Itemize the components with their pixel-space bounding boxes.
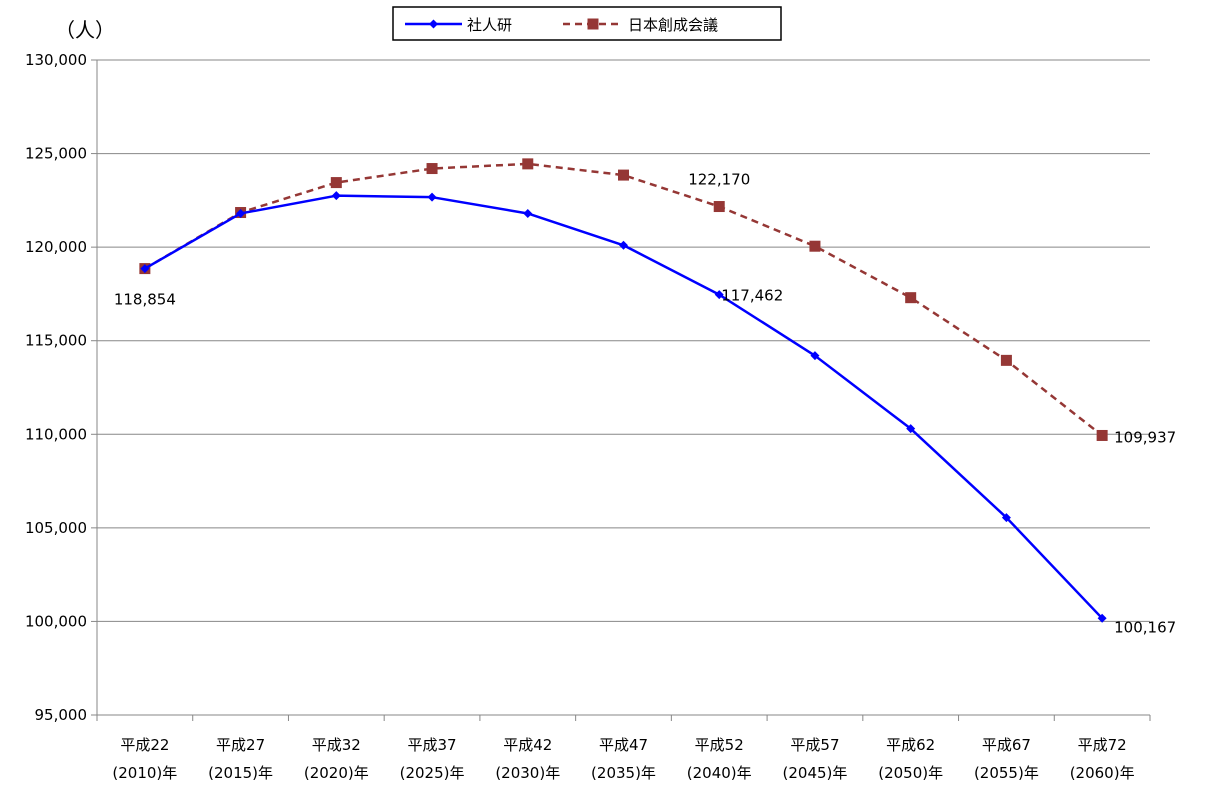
x-tick-label-year: (2040)年 — [687, 764, 752, 782]
x-tick-label-era: 平成47 — [599, 736, 648, 754]
series-lines — [139, 158, 1108, 623]
y-tick-label: 110,000 — [25, 425, 87, 443]
x-tick-label-year: (2010)年 — [112, 764, 177, 782]
marker-diamond — [810, 351, 820, 361]
marker-square — [1000, 354, 1012, 366]
marker-square — [1096, 429, 1108, 441]
x-tick-label-year: (2025)年 — [400, 764, 465, 782]
x-tick-label-era: 平成37 — [407, 736, 456, 754]
marker-diamond — [427, 192, 437, 202]
marker-square — [426, 163, 438, 175]
marker-diamond — [1097, 613, 1107, 623]
x-tick-label-year: (2055)年 — [974, 764, 1039, 782]
data-label: 122,170 — [688, 171, 750, 189]
y-axis-ticks: 95,000 100,000 105,000 110,000 115,000 120,00… — [25, 51, 97, 724]
marker-square — [713, 201, 725, 213]
marker-square — [905, 292, 917, 304]
data-labels: 118,854 117,462 122,170 109,937 100,167 — [114, 171, 1176, 637]
y-tick-label: 120,000 — [25, 238, 87, 256]
y-tick-label: 105,000 — [25, 519, 87, 537]
x-tick-label-era: 平成62 — [886, 736, 935, 754]
legend-marker-0 — [429, 19, 438, 29]
marker-square — [522, 158, 534, 170]
x-tick-label-era: 平成52 — [695, 736, 744, 754]
marker-diamond — [523, 208, 533, 218]
data-label: 118,854 — [114, 291, 176, 309]
marker-square — [330, 177, 342, 189]
axes — [96, 60, 1150, 716]
x-tick-label-era: 平成32 — [312, 736, 361, 754]
marker-diamond — [714, 290, 724, 300]
x-axis-ticks: 平成22 (2010)年 平成27 (2015)年 平成32 (2020)年 平成37 (20… — [96, 715, 1151, 782]
y-tick-label: 130,000 — [25, 51, 87, 69]
x-tick-label-era: 平成27 — [216, 736, 265, 754]
y-unit-label: （人） — [55, 18, 115, 42]
marker-diamond — [619, 240, 628, 250]
x-tick-label-era: 平成57 — [790, 736, 839, 754]
data-label: 109,937 — [1114, 428, 1176, 446]
x-tick-label-era: 平成42 — [503, 736, 552, 754]
legend-label-0: 社人研 — [467, 16, 512, 34]
marker-square — [809, 240, 821, 252]
legend-marker-1 — [587, 18, 599, 30]
x-tick-label-year: (2030)年 — [495, 764, 560, 782]
legend-label-1: 日本創成会議 — [628, 16, 718, 34]
marker-diamond — [140, 264, 150, 274]
x-tick-label-year: (2020)年 — [304, 764, 369, 782]
marker-square — [618, 169, 629, 181]
x-tick-label-era: 平成67 — [982, 736, 1031, 754]
x-tick-label-era: 平成72 — [1078, 736, 1127, 754]
marker-diamond — [1001, 513, 1011, 523]
legend: 社人研 日本創成会議 — [392, 6, 782, 41]
series-line-0 — [144, 194, 1104, 620]
x-tick-label-year: (2035)年 — [591, 764, 656, 782]
y-tick-label: 125,000 — [25, 145, 87, 163]
x-tick-label-era: 平成22 — [120, 736, 169, 754]
x-tick-label-year: (2015)年 — [208, 764, 273, 782]
y-tick-label: 100,000 — [25, 612, 87, 630]
gridlines — [97, 59, 1150, 622]
marker-diamond — [331, 191, 341, 201]
y-tick-label: 115,000 — [25, 332, 87, 350]
data-label: 100,167 — [1114, 618, 1176, 636]
x-tick-label-year: (2060)年 — [1070, 764, 1135, 782]
y-tick-label: 95,000 — [35, 706, 88, 724]
data-label: 117,462 — [721, 287, 783, 305]
x-tick-label-year: (2050)年 — [878, 764, 943, 782]
x-tick-label-year: (2045)年 — [783, 764, 848, 782]
marker-diamond — [906, 424, 916, 434]
marker-diamond — [236, 208, 246, 218]
